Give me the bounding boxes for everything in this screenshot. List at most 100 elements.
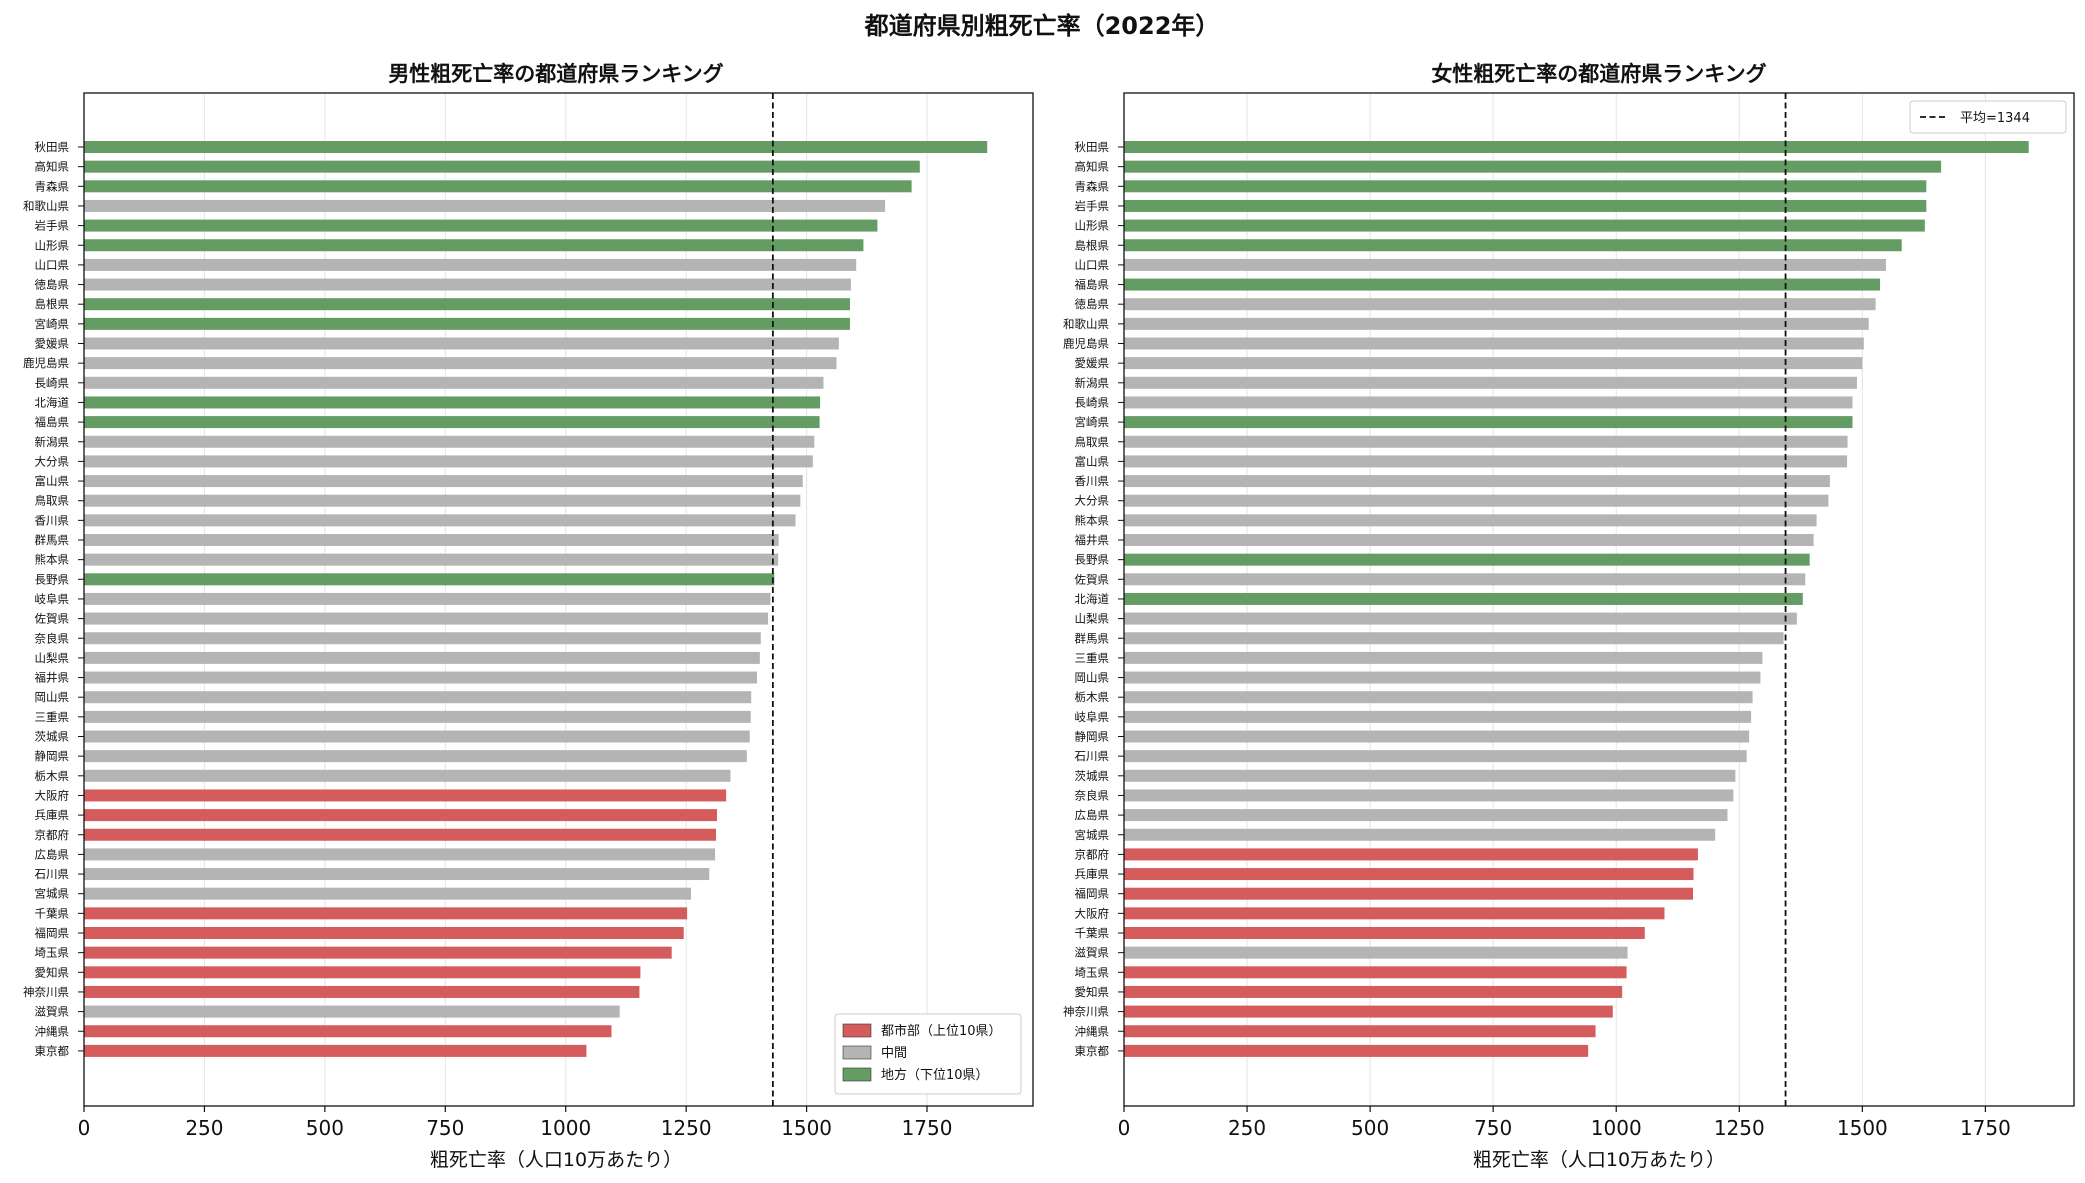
- male-bar: [84, 907, 688, 920]
- male-bars: [84, 141, 988, 1057]
- male-x-tick-label: 1500: [781, 1116, 832, 1140]
- legend-swatch-rural: [842, 1067, 872, 1082]
- female-category-label: 茨城県: [1075, 769, 1110, 783]
- female-category-label: 三重県: [1075, 651, 1110, 665]
- male-bar: [84, 219, 878, 232]
- female-bar: [1124, 553, 1810, 566]
- male-bar: [84, 298, 850, 311]
- male-bar: [84, 750, 747, 763]
- female-category-label: 石川県: [1075, 749, 1110, 763]
- male-category-label: 徳島県: [35, 278, 70, 292]
- male-category-label: 広島県: [35, 847, 70, 861]
- male-bar: [84, 573, 775, 586]
- male-category-label: 熊本県: [35, 553, 70, 567]
- female-bar: [1124, 514, 1817, 527]
- male-bar: [84, 651, 760, 664]
- male-bar: [84, 199, 886, 212]
- female-category-label: 長野県: [1075, 553, 1110, 567]
- male-bar: [84, 396, 821, 409]
- male-category-label: 和歌山県: [23, 199, 69, 213]
- male-category-label: 三重県: [35, 710, 70, 724]
- female-bar: [1124, 475, 1830, 488]
- male-x-tick-label: 250: [185, 1116, 223, 1140]
- female-bar: [1124, 278, 1881, 291]
- legend-swatch-urban: [842, 1023, 872, 1038]
- female-category-label: 山口県: [1075, 258, 1110, 272]
- male-category-label: 沖縄県: [35, 1024, 70, 1038]
- male-category-label: 福岡県: [35, 926, 70, 940]
- female-chart-panel: 女性粗死亡率の都道府県ランキング 秋田県高知県青森県岩手県山形県島根県山口県福島…: [1063, 62, 2075, 1171]
- female-category-label: 鳥取県: [1075, 435, 1110, 449]
- female-x-tick-label: 1000: [1591, 1116, 1642, 1140]
- male-bar: [84, 828, 717, 841]
- female-bar: [1124, 750, 1747, 763]
- female-category-label: 京都府: [1075, 847, 1110, 861]
- male-bar: [84, 494, 801, 507]
- male-bar: [84, 671, 757, 684]
- female-category-label: 千葉県: [1075, 926, 1110, 940]
- male-x-axis: 0 250 500 750 1000 1250 1500 1750: [78, 1106, 952, 1140]
- male-category-label: 山形県: [35, 238, 70, 252]
- male-bar: [84, 416, 820, 429]
- female-bar: [1124, 1025, 1596, 1038]
- female-bar: [1124, 946, 1628, 959]
- male-category-label: 新潟県: [35, 435, 70, 449]
- male-category-label: 兵庫県: [35, 808, 70, 822]
- mean-legend-box: [1909, 100, 2067, 134]
- male-category-label: 香川県: [35, 513, 70, 527]
- male-bar: [84, 553, 779, 566]
- female-category-label: 岡山県: [1075, 671, 1110, 685]
- male-bar: [84, 789, 727, 802]
- female-plot-frame: [1123, 92, 2075, 1107]
- male-x-tick-label: 750: [426, 1116, 464, 1140]
- female-bars: [1124, 141, 2029, 1057]
- female-bar: [1124, 592, 1803, 605]
- female-bar: [1124, 985, 1623, 998]
- male-bar: [84, 258, 857, 271]
- male-bar: [84, 710, 751, 723]
- female-category-label: 岩手県: [1075, 199, 1110, 213]
- female-category-label: 愛知県: [1075, 985, 1110, 999]
- female-bar: [1124, 907, 1665, 920]
- female-bar: [1124, 396, 1853, 409]
- female-category-label: 兵庫県: [1075, 867, 1110, 881]
- male-bar: [84, 730, 750, 743]
- legend-swatch-middle: [842, 1045, 872, 1060]
- male-category-label: 鹿児島県: [23, 356, 69, 370]
- female-bar: [1124, 828, 1716, 841]
- female-bar: [1124, 141, 2029, 153]
- female-bar: [1124, 573, 1806, 586]
- female-bar: [1124, 494, 1829, 507]
- male-chart-panel: 男性粗死亡率の都道府県ランキング 秋田県高知県青森県和歌山県岩手県山形県山口県徳…: [23, 62, 1034, 1171]
- female-x-tick-label: 1250: [1714, 1116, 1765, 1140]
- female-category-label: 山梨県: [1075, 612, 1110, 626]
- male-category-label: 島根県: [35, 297, 70, 311]
- male-category-labels: 秋田県高知県青森県和歌山県岩手県山形県山口県徳島県島根県宮崎県愛媛県鹿児島県長崎…: [23, 140, 84, 1058]
- female-bar: [1124, 435, 1848, 448]
- male-category-label: 山梨県: [35, 651, 70, 665]
- female-bar: [1124, 632, 1784, 645]
- female-bar: [1124, 219, 1925, 232]
- male-category-label: 埼玉県: [35, 946, 70, 960]
- female-category-label: 新潟県: [1075, 376, 1110, 390]
- male-bar: [84, 1025, 612, 1038]
- female-category-label: 青森県: [1075, 179, 1110, 193]
- female-bar: [1124, 258, 1886, 271]
- male-plot-frame: [83, 92, 1034, 1107]
- female-bar: [1124, 651, 1763, 664]
- female-category-label: 奈良県: [1075, 788, 1110, 802]
- male-category-label: 高知県: [35, 160, 70, 174]
- female-x-tick-label: 250: [1228, 1116, 1266, 1140]
- male-category-label: 北海道: [35, 395, 70, 409]
- female-bar: [1124, 239, 1902, 252]
- female-bar: [1124, 1044, 1589, 1057]
- female-category-label: 神奈川県: [1063, 1005, 1109, 1019]
- female-bar: [1124, 789, 1734, 802]
- male-category-label: 長野県: [35, 572, 70, 586]
- female-bar: [1124, 317, 1869, 330]
- male-category-label: 富山県: [35, 474, 70, 488]
- female-bar: [1124, 455, 1848, 468]
- female-category-label: 広島県: [1075, 808, 1110, 822]
- male-chart-title: 男性粗死亡率の都道府県ランキング: [388, 62, 723, 86]
